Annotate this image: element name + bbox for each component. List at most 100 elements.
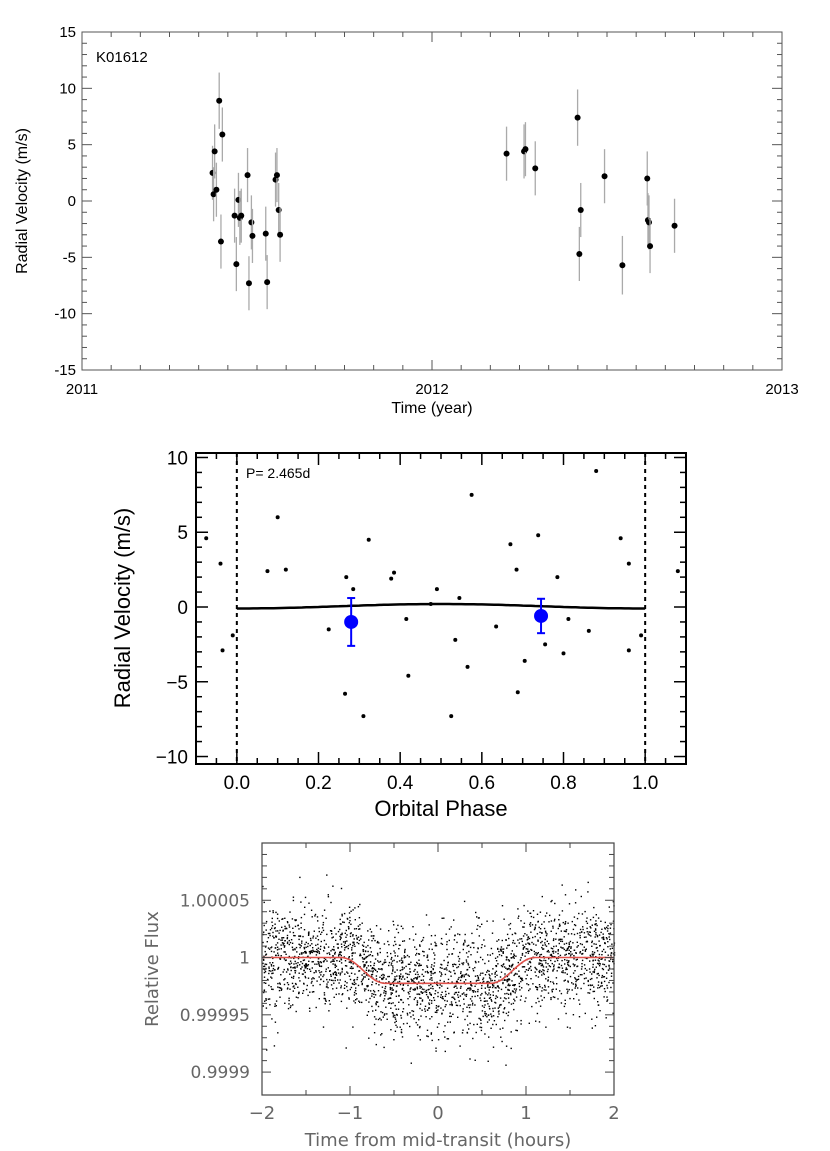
data-point: [465, 952, 468, 954]
data-point: [484, 1033, 486, 1035]
data-point: [372, 970, 374, 972]
data-point: [394, 1021, 396, 1024]
data-point: [351, 947, 353, 949]
data-point: [586, 969, 588, 971]
data-point: [274, 923, 276, 925]
data-point: [358, 970, 361, 972]
data-point: [283, 567, 288, 572]
data-point: [552, 955, 554, 958]
data-point: [395, 928, 398, 930]
data-point: [422, 991, 424, 994]
data-point: [644, 175, 651, 182]
data-point: [414, 989, 416, 991]
data-point: [312, 937, 314, 939]
data-point: [478, 979, 480, 981]
data-point: [453, 969, 455, 972]
data-point: [319, 971, 321, 974]
data-point: [608, 906, 610, 908]
data-point: [514, 992, 516, 994]
data-point: [550, 954, 553, 956]
data-point: [354, 945, 356, 947]
data-point: [338, 960, 341, 962]
data-point: [558, 923, 561, 925]
data-point: [374, 994, 377, 996]
data-point: [299, 953, 301, 955]
data-point: [471, 995, 473, 998]
data-point: [280, 974, 282, 976]
rv-phase-xlabel: Orbital Phase: [374, 796, 507, 821]
data-point: [377, 960, 379, 962]
data-point: [520, 1023, 522, 1025]
data-point: [265, 953, 268, 955]
data-point: [541, 974, 543, 976]
data-point: [591, 1018, 593, 1020]
data-point: [374, 958, 377, 960]
data-point: [412, 979, 414, 982]
data-point: [580, 968, 583, 970]
data-point: [420, 997, 422, 999]
data-point: [443, 917, 445, 919]
data-point: [381, 978, 383, 981]
data-point: [541, 963, 543, 965]
data-point: [532, 936, 534, 939]
data-point: [275, 954, 277, 957]
data-point: [390, 983, 392, 985]
data-point: [610, 954, 612, 956]
data-point: [392, 970, 394, 972]
data-point: [407, 991, 409, 994]
data-point: [359, 924, 361, 926]
data-point: [322, 975, 324, 978]
data-point: [262, 962, 264, 965]
data-point: [384, 987, 386, 990]
data-point: [422, 950, 424, 953]
data-point: [511, 964, 514, 967]
data-point: [363, 988, 366, 990]
data-point: [290, 966, 292, 968]
data-point: [319, 948, 322, 950]
data-point: [610, 986, 612, 989]
data-point: [602, 933, 604, 935]
y-tick-label: −10: [156, 748, 188, 769]
data-point: [570, 951, 572, 953]
data-point: [339, 974, 341, 976]
data-point: [313, 950, 315, 953]
data-point: [407, 998, 409, 1000]
data-point: [426, 965, 428, 967]
data-point: [303, 929, 306, 931]
data-point: [439, 979, 441, 982]
data-point: [480, 987, 483, 989]
transit-frame: [261, 842, 615, 1096]
data-point: [371, 1005, 373, 1008]
data-point: [483, 1006, 485, 1008]
data-point: [419, 944, 421, 946]
data-point: [300, 968, 302, 970]
data-point: [529, 922, 532, 924]
data-point: [392, 967, 394, 969]
data-point: [419, 945, 421, 947]
data-point: [384, 959, 386, 961]
data-point: [355, 987, 357, 989]
data-point: [514, 973, 516, 976]
data-point: [491, 1000, 493, 1002]
data-point: [284, 940, 286, 942]
data-point: [589, 971, 591, 973]
data-point: [279, 996, 281, 998]
data-point: [461, 993, 464, 995]
data-point: [509, 922, 512, 925]
data-point: [410, 1016, 412, 1018]
data-point: [503, 963, 505, 965]
data-point: [544, 938, 546, 941]
data-point: [300, 952, 303, 954]
data-point: [431, 1000, 433, 1002]
data-point: [511, 950, 513, 952]
data-point: [511, 933, 514, 936]
data-point: [346, 971, 348, 973]
data-point: [451, 996, 453, 999]
data-point: [509, 968, 511, 971]
data-point: [488, 960, 490, 962]
data-point: [467, 964, 470, 966]
data-point: [300, 945, 302, 947]
data-point: [264, 963, 266, 965]
data-point: [394, 978, 397, 980]
data-point: [508, 1001, 510, 1004]
